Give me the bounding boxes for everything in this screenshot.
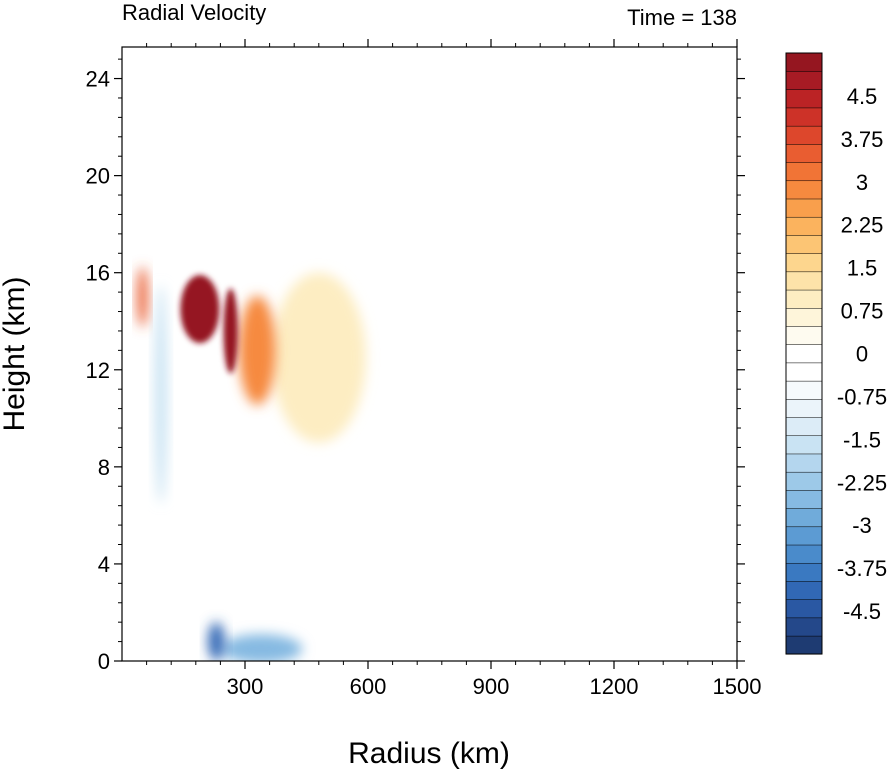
field-feature [238, 295, 276, 405]
field-feature [223, 288, 238, 374]
colorbar-swatch [785, 162, 823, 182]
y-tick-label: 16 [86, 261, 110, 286]
colorbar-swatch [785, 635, 823, 655]
colorbar-tick-label: 3.75 [841, 127, 884, 152]
field-feature [220, 634, 303, 661]
colorbar-tick-label: -1.5 [843, 427, 881, 452]
plot-area [122, 47, 737, 661]
colorbar-swatch [785, 289, 823, 309]
colorbar-swatch [785, 180, 823, 200]
colorbar-swatch [785, 380, 823, 400]
field-feature [180, 275, 220, 344]
field-feature [154, 284, 168, 504]
colorbar-tick-label: -3 [852, 513, 872, 538]
colorbar-tick-label: 0 [856, 342, 868, 367]
colorbar-tick-label: -2.25 [837, 470, 887, 495]
colorbar-swatch [785, 398, 823, 418]
field-feature [137, 266, 148, 328]
colorbar-tick-label: -4.5 [843, 599, 881, 624]
colorbar-tick-label: -3.75 [837, 556, 887, 581]
y-tick-label: 8 [98, 455, 110, 480]
velocity-field [137, 266, 366, 661]
colorbar-swatch [785, 325, 823, 345]
colorbar-swatch [785, 89, 823, 109]
time-label: Time = 138 [627, 5, 737, 30]
plot-frame [121, 46, 738, 662]
colorbar-swatch [785, 526, 823, 546]
colorbar-swatch [785, 562, 823, 582]
x-axis-label: Radius (km) [348, 737, 510, 770]
chart-title: Radial Velocity [122, 0, 266, 25]
x-tick-label: 1200 [590, 674, 639, 699]
x-tick-label: 900 [473, 674, 510, 699]
colorbar-swatch [785, 52, 823, 72]
colorbar-swatch [785, 307, 823, 327]
colorbar-tick-label: 0.75 [841, 299, 884, 324]
colorbar-swatch [785, 508, 823, 528]
y-tick-label: 24 [86, 67, 110, 92]
axis-ticks: 300 600 900 1200 1500 0 4 8 12 16 20 24 [86, 39, 762, 699]
colorbar-swatch [785, 271, 823, 291]
colorbar-tick-label: 3 [856, 170, 868, 195]
colorbar-swatch [785, 143, 823, 163]
y-tick-label: 4 [98, 552, 110, 577]
colorbar-swatch [785, 544, 823, 564]
colorbar-swatch [785, 344, 823, 364]
colorbar-tick-label: -0.75 [837, 384, 887, 409]
field-feature [208, 622, 225, 661]
colorbar-swatch [785, 70, 823, 90]
colorbar-swatch [785, 435, 823, 455]
y-tick-label: 12 [86, 358, 110, 383]
colorbar-swatch [785, 198, 823, 218]
colorbar-frame [785, 52, 823, 655]
y-axis-label: Height (km) [0, 276, 31, 431]
colorbar-swatch [785, 416, 823, 437]
x-tick-label: 1500 [713, 674, 762, 699]
colorbar-swatch [785, 453, 823, 473]
y-tick-label: 0 [98, 649, 110, 674]
colorbar-swatch [785, 489, 823, 509]
colorbar-swatch [785, 253, 823, 273]
colorbar-tick-label: 2.25 [841, 213, 884, 238]
colorbar-swatch [785, 234, 823, 254]
colorbar-swatch [785, 107, 823, 127]
colorbar-swatch [785, 580, 823, 600]
colorbar-swatch [785, 216, 823, 236]
colorbar-swatch [785, 471, 823, 491]
colorbar-swatch [785, 362, 823, 382]
colorbar-swatch [785, 125, 823, 145]
field-feature [271, 272, 366, 443]
colorbar-swatch [785, 617, 823, 637]
x-tick-label: 300 [227, 674, 264, 699]
colorbar-tick-label: 4.5 [847, 84, 878, 109]
colorbar-swatch [785, 599, 823, 619]
colorbar: 4.5 3.75 3 2.25 1.5 0.75 0 -0.75 -1.5 -2.25 -3 -3.7… [785, 52, 887, 655]
x-tick-label: 600 [350, 674, 387, 699]
y-tick-label: 20 [86, 164, 110, 189]
colorbar-tick-label: 1.5 [847, 256, 878, 281]
